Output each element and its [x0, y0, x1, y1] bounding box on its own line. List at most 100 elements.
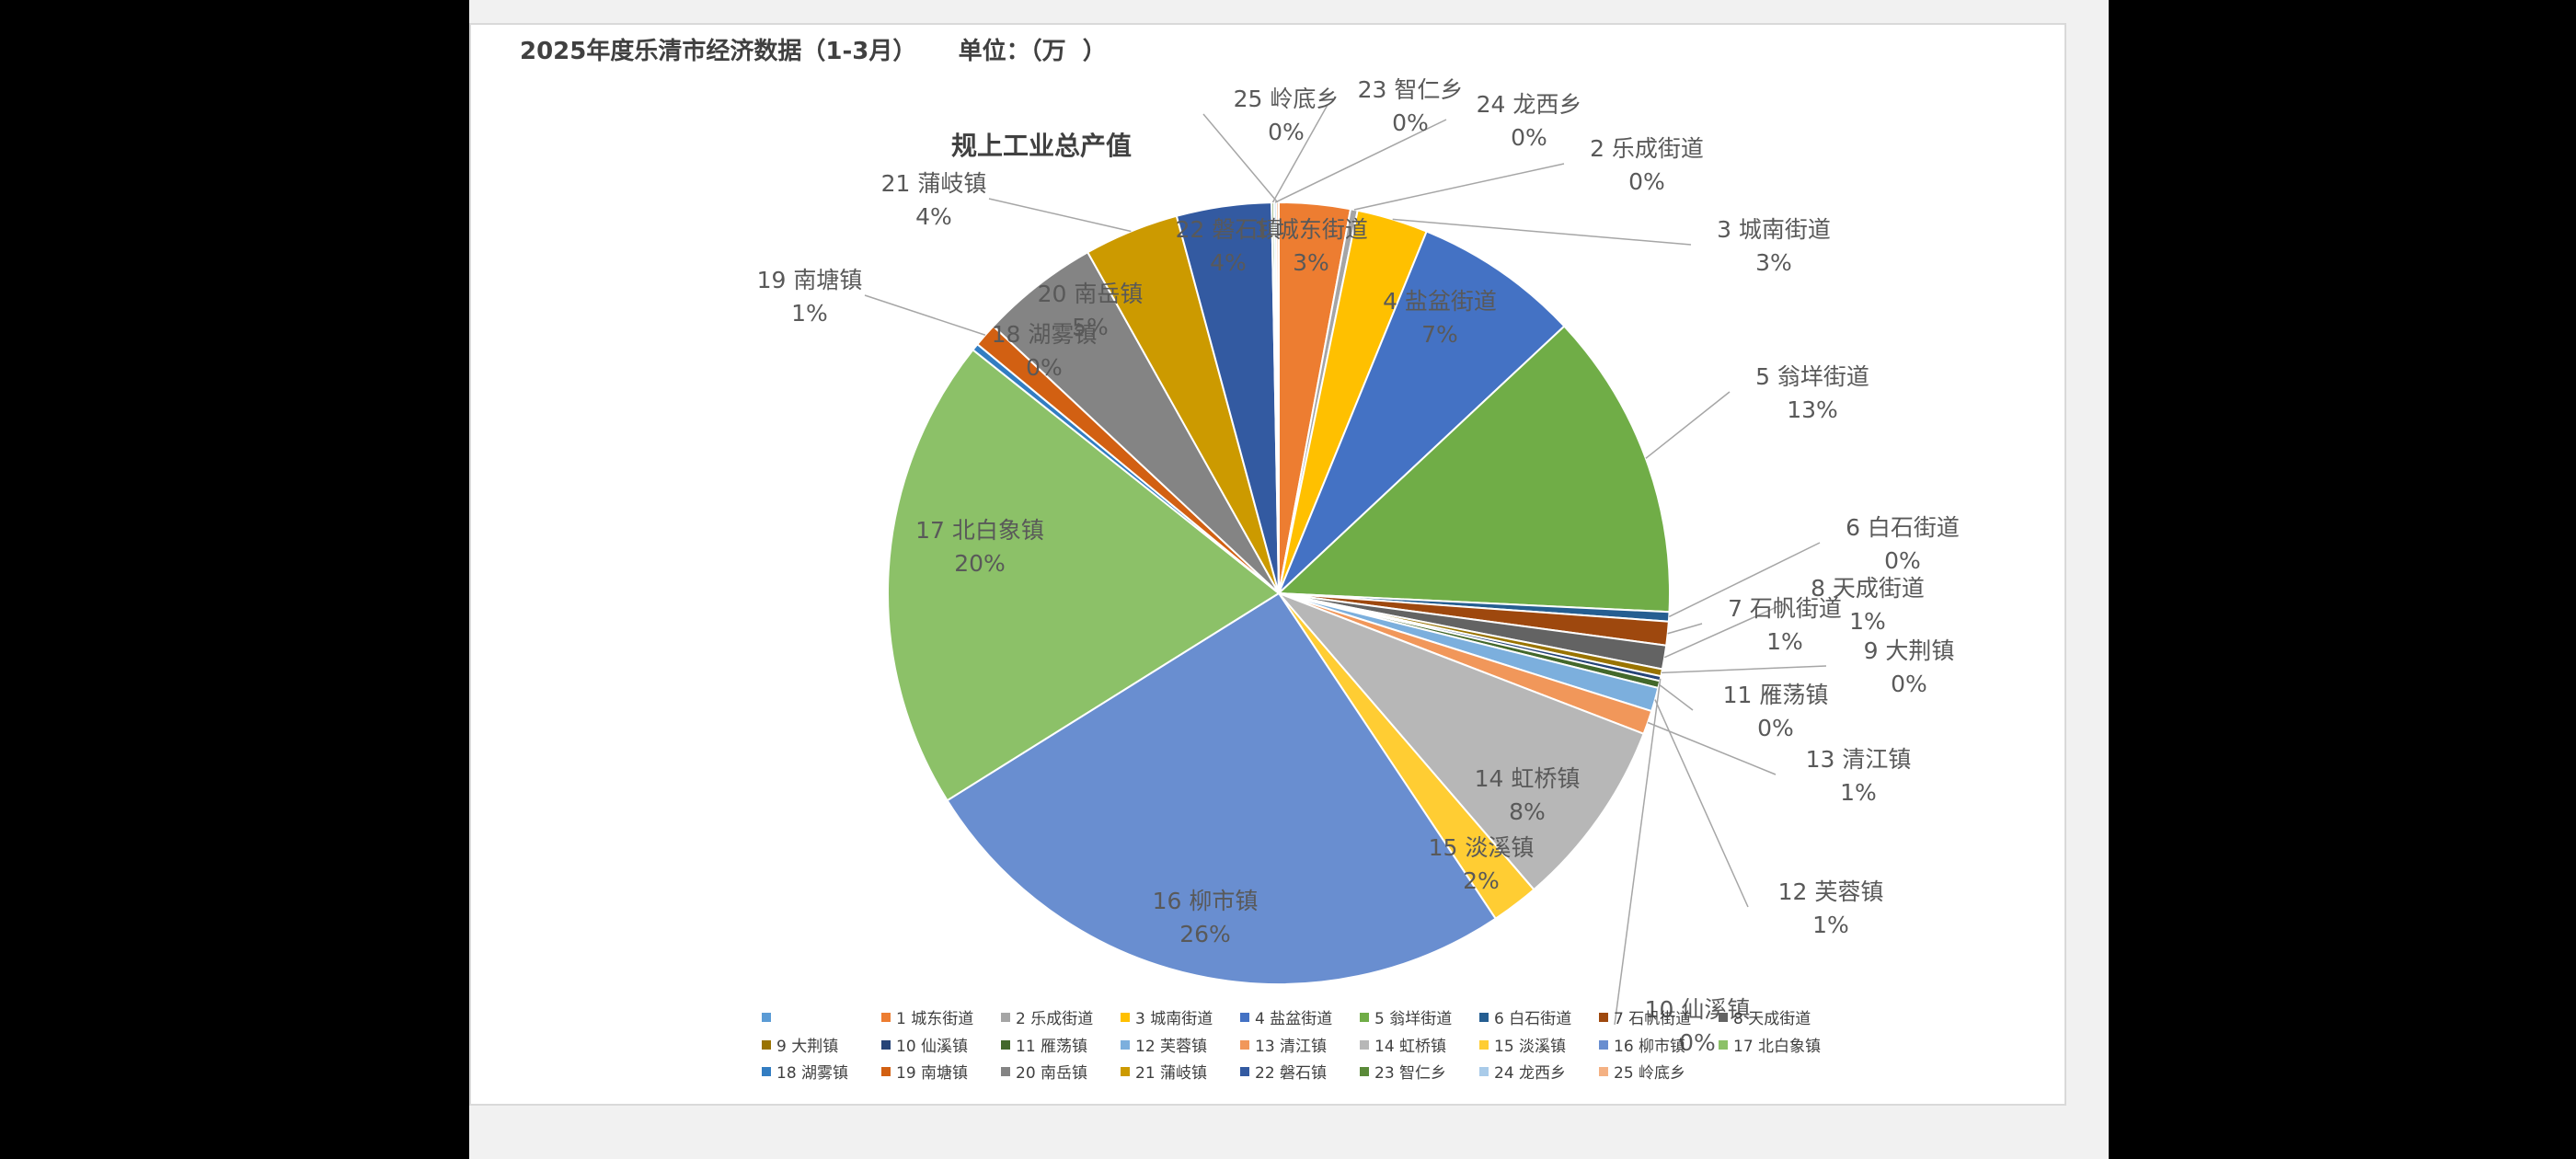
legend-swatch — [1479, 1040, 1489, 1050]
pie-slice[interactable] — [887, 348, 1281, 802]
slice-percent-label: 3% — [1293, 249, 1329, 276]
slice-category-label: 13 清江镇 — [1806, 746, 1912, 773]
legend-swatch — [881, 1040, 891, 1050]
slice-percent-label: 1% — [1849, 608, 1886, 635]
slice-category-label: 23 智仁乡 — [1358, 76, 1464, 103]
slice-percent-label: 0% — [1268, 119, 1305, 145]
legend-swatch — [1479, 1013, 1489, 1022]
legend-entry: 21 蒲岐镇 — [1135, 1064, 1207, 1083]
slice-percent-label: 3% — [1755, 249, 1792, 276]
slice-percent-label: 13% — [1787, 396, 1838, 423]
slice-category-label: 25 岭底乡 — [1234, 86, 1340, 112]
legend-swatch — [1121, 1067, 1130, 1076]
slice-percent-label: 0% — [1884, 547, 1921, 574]
legend-swatch — [1121, 1013, 1130, 1022]
slice-percent-label: 1% — [1840, 779, 1877, 806]
slice-category-label: 19 南塘镇 — [757, 267, 863, 293]
slice-category-label: 21 蒲岐镇 — [881, 170, 987, 197]
slice-category-label: 5 翁垟街道 — [1755, 363, 1869, 390]
leader-line — [1647, 721, 1777, 775]
legend-entry: 5 翁垟街道 — [1374, 1010, 1452, 1028]
legend-entry: 15 淡溪镇 — [1494, 1038, 1566, 1056]
legend-swatch — [1001, 1067, 1010, 1076]
leader-line — [1353, 163, 1565, 211]
slice-category-label: 8 天成街道 — [1811, 575, 1925, 602]
legend-swatch — [881, 1013, 891, 1022]
legend-entry: 24 龙西乡 — [1494, 1064, 1566, 1083]
legend-entry: 17 北白象镇 — [1733, 1038, 1821, 1056]
legend-entry: 1 城东街道 — [896, 1010, 973, 1028]
slice-percent-label: 5% — [1072, 314, 1109, 340]
leader-line — [1667, 623, 1703, 635]
legend-entry: 6 白石街道 — [1494, 1010, 1571, 1028]
leader-line — [1645, 391, 1731, 459]
leader-line — [1614, 678, 1662, 1026]
legend-entry: 18 湖雾镇 — [776, 1064, 848, 1083]
slice-category-label: 22 磐石镇 — [1176, 216, 1282, 243]
legend-entry: 13 清江镇 — [1255, 1038, 1327, 1056]
legend-entry: 9 大荆镇 — [776, 1038, 838, 1056]
slice-category-label: 20 南岳镇 — [1038, 281, 1144, 307]
slice-percent-label: 0% — [1511, 124, 1547, 151]
legend-entry: 11 雁荡镇 — [1016, 1038, 1087, 1056]
legend-swatch — [1360, 1067, 1369, 1076]
legend-swatch — [881, 1067, 891, 1076]
legend-entry: 4 盐盆街道 — [1255, 1010, 1332, 1028]
legend-swatch — [1360, 1040, 1369, 1050]
legend-entry: 16 柳市镇 — [1614, 1038, 1685, 1056]
legend-swatch — [1240, 1067, 1249, 1076]
slice-category-label: 15 淡溪镇 — [1429, 834, 1535, 861]
slice-percent-label: 0% — [1628, 168, 1665, 195]
legend-entry: 20 南岳镇 — [1016, 1064, 1087, 1083]
slice-category-label: 10 仙溪镇 — [1645, 996, 1751, 1023]
legend-entry: 12 芙蓉镇 — [1135, 1038, 1207, 1056]
leader-line — [1663, 602, 1786, 659]
slice-category-label: 17 北白象镇 — [915, 517, 1044, 544]
legend-swatch — [762, 1040, 771, 1050]
slice-percent-label: 4% — [1210, 249, 1247, 276]
slice-category-label: 6 白石街道 — [1846, 514, 1960, 541]
leader-line — [988, 198, 1132, 233]
legend-entry: 23 智仁乡 — [1374, 1064, 1446, 1083]
leader-line — [1274, 119, 1447, 203]
legend-swatch — [1599, 1067, 1608, 1076]
legend-swatch — [1121, 1040, 1130, 1050]
slice-percent-label: 0% — [1891, 671, 1927, 697]
leader-line — [1392, 218, 1692, 246]
legend-swatch — [1599, 1013, 1608, 1022]
slice-category-label: 18 湖雾镇 — [992, 321, 1098, 348]
slice-category-label: 11 雁荡镇 — [1723, 682, 1829, 708]
pie-slice[interactable] — [1278, 592, 1645, 891]
slice-percent-label: 1% — [1766, 628, 1803, 655]
leader-line — [1662, 665, 1827, 674]
legend-swatch — [1479, 1067, 1489, 1076]
legend-swatch — [1719, 1013, 1728, 1022]
leader-line — [1668, 542, 1821, 618]
leader-line — [1654, 699, 1749, 908]
legend-swatch — [1719, 1040, 1728, 1050]
slice-category-label: 4 盐盆街道 — [1383, 288, 1497, 315]
slice-percent-label: 0% — [1026, 354, 1063, 381]
slice-percent-label: 0% — [1757, 715, 1794, 741]
slice-category-label: 14 虹桥镇 — [1475, 765, 1581, 792]
legend-swatch — [1240, 1040, 1249, 1050]
legend-entry: 8 天成街道 — [1733, 1010, 1811, 1028]
legend-entry: 14 虹桥镇 — [1374, 1038, 1446, 1056]
slice-percent-label: 7% — [1421, 321, 1458, 348]
legend-swatch — [1360, 1013, 1369, 1022]
legend-swatch — [1240, 1013, 1249, 1022]
legend-swatch — [1599, 1040, 1608, 1050]
legend-entry: 2 乐成街道 — [1016, 1010, 1093, 1028]
pie-slice[interactable] — [946, 591, 1498, 985]
slice-category-label: 3 城南街道 — [1717, 216, 1831, 243]
pie-slice[interactable] — [1278, 230, 1566, 594]
slice-percent-label: 8% — [1509, 798, 1546, 825]
leader-line — [1658, 683, 1694, 711]
legend-swatch — [1001, 1040, 1010, 1050]
slice-percent-label: 0% — [1679, 1029, 1716, 1056]
slice-percent-label: 0% — [1392, 109, 1429, 136]
slice-category-label: 24 龙西乡 — [1477, 91, 1582, 118]
legend-entry: 3 城南街道 — [1135, 1010, 1213, 1028]
leader-line — [864, 294, 986, 336]
